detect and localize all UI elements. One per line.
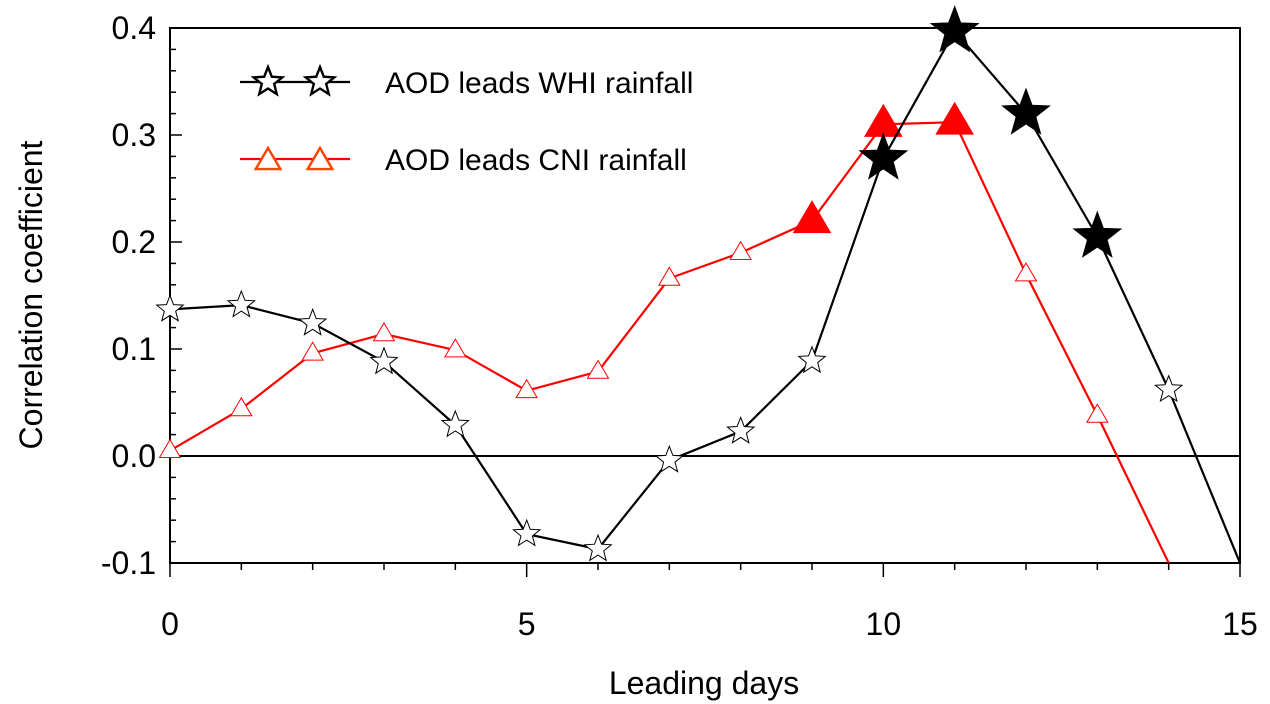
series-line bbox=[170, 121, 1170, 563]
data-point-marker bbox=[583, 533, 613, 562]
x-tick-label: 5 bbox=[518, 606, 536, 642]
data-point-marker bbox=[586, 359, 610, 379]
data-point-marker bbox=[301, 341, 324, 361]
data-point-marker bbox=[929, 5, 980, 53]
data-point-marker bbox=[1086, 403, 1109, 423]
data-point-marker bbox=[515, 378, 538, 399]
data-point-marker bbox=[726, 416, 756, 444]
legend: AOD leads WHI rainfall AOD leads CNI rain… bbox=[240, 63, 693, 177]
data-point-marker bbox=[440, 409, 470, 438]
data-point-marker bbox=[158, 438, 182, 458]
y-tick-label: 0.0 bbox=[112, 438, 156, 474]
y-axis-title: Correlation coefficient bbox=[13, 140, 49, 449]
data-point-marker bbox=[858, 132, 909, 180]
data-point-marker bbox=[658, 266, 681, 286]
y-tick-label: 0.2 bbox=[112, 224, 156, 260]
plot-frame bbox=[169, 27, 1241, 564]
legend-star-icon bbox=[250, 63, 286, 97]
legend-label: AOD leads WHI rainfall bbox=[385, 67, 693, 100]
data-point-marker bbox=[797, 345, 827, 374]
data-point-marker bbox=[226, 289, 256, 318]
data-point-marker bbox=[792, 200, 832, 234]
data-point-marker bbox=[1014, 262, 1038, 282]
y-tick-label: 0.1 bbox=[112, 331, 156, 367]
series-whi bbox=[155, 5, 1240, 563]
plot-series bbox=[155, 5, 1240, 563]
data-point-marker bbox=[863, 103, 903, 137]
data-point-marker bbox=[230, 396, 253, 417]
data-point-marker bbox=[298, 307, 328, 336]
data-point-marker bbox=[654, 444, 684, 473]
x-tick-label: 0 bbox=[161, 606, 179, 642]
x-tick-label: 15 bbox=[1222, 606, 1258, 642]
y-tick-label: 0.3 bbox=[112, 117, 156, 153]
legend-item: AOD leads WHI rainfall bbox=[240, 63, 693, 100]
data-point-marker bbox=[155, 293, 185, 322]
data-point-marker bbox=[935, 101, 975, 135]
data-point-marker bbox=[1001, 87, 1051, 135]
axes: -0.1 0.0 0.1 0.2 0.3 0.4 0 5 10 15 bbox=[101, 10, 1258, 642]
legend-star-icon bbox=[302, 63, 338, 97]
data-point-marker bbox=[444, 338, 467, 358]
data-point-marker bbox=[369, 346, 399, 375]
data-point-marker bbox=[1072, 210, 1123, 258]
series-cni bbox=[158, 101, 1170, 563]
y-tick-label: 0.4 bbox=[112, 10, 156, 46]
legend-item: AOD leads CNI rainfall bbox=[240, 144, 687, 177]
data-point-marker bbox=[729, 240, 752, 260]
series-line bbox=[170, 29, 1240, 563]
x-tick-label: 10 bbox=[866, 606, 902, 642]
y-tick-label: -0.1 bbox=[101, 545, 156, 581]
legend-label: AOD leads CNI rainfall bbox=[385, 144, 687, 177]
x-axis-title: Leading days bbox=[609, 665, 799, 701]
data-point-marker bbox=[372, 322, 396, 342]
legend-triangle-icon bbox=[305, 145, 335, 171]
data-point-marker bbox=[512, 518, 542, 547]
data-point-marker bbox=[1154, 374, 1184, 403]
legend-triangle-icon bbox=[253, 145, 283, 171]
